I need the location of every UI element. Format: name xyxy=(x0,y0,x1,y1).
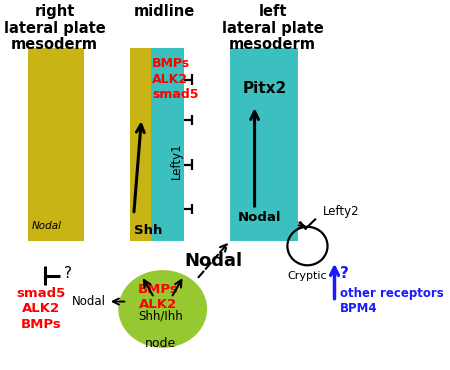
Text: left
lateral plate
mesoderm: left lateral plate mesoderm xyxy=(222,4,324,52)
Text: Pitx2: Pitx2 xyxy=(243,81,287,96)
Text: Lefty1: Lefty1 xyxy=(170,143,183,179)
Text: Nodal: Nodal xyxy=(72,295,106,308)
Text: Nodal: Nodal xyxy=(32,221,62,231)
Text: Nodal: Nodal xyxy=(184,252,243,270)
Bar xyxy=(27,48,84,240)
Text: node: node xyxy=(145,337,176,350)
Text: Nodal: Nodal xyxy=(238,211,282,224)
Bar xyxy=(130,48,151,240)
Bar xyxy=(151,48,184,240)
Ellipse shape xyxy=(118,270,207,348)
Text: ?: ? xyxy=(340,266,349,281)
Text: midline: midline xyxy=(134,4,195,19)
Text: Lefty2: Lefty2 xyxy=(323,205,360,218)
Text: Shh: Shh xyxy=(134,224,162,237)
Text: other receptors
BPM4: other receptors BPM4 xyxy=(340,287,444,315)
Text: BMPs
ALK2: BMPs ALK2 xyxy=(138,283,179,311)
Bar xyxy=(230,48,298,240)
Text: smad5
ALK2
BMPs: smad5 ALK2 BMPs xyxy=(17,287,66,331)
Text: right
lateral plate
mesoderm: right lateral plate mesoderm xyxy=(4,4,105,52)
Text: BMPs
ALK2
smad5: BMPs ALK2 smad5 xyxy=(152,57,198,101)
Text: Shh/Ihh: Shh/Ihh xyxy=(139,310,183,323)
Text: Cryptic: Cryptic xyxy=(288,271,327,281)
Text: ?: ? xyxy=(63,266,72,281)
